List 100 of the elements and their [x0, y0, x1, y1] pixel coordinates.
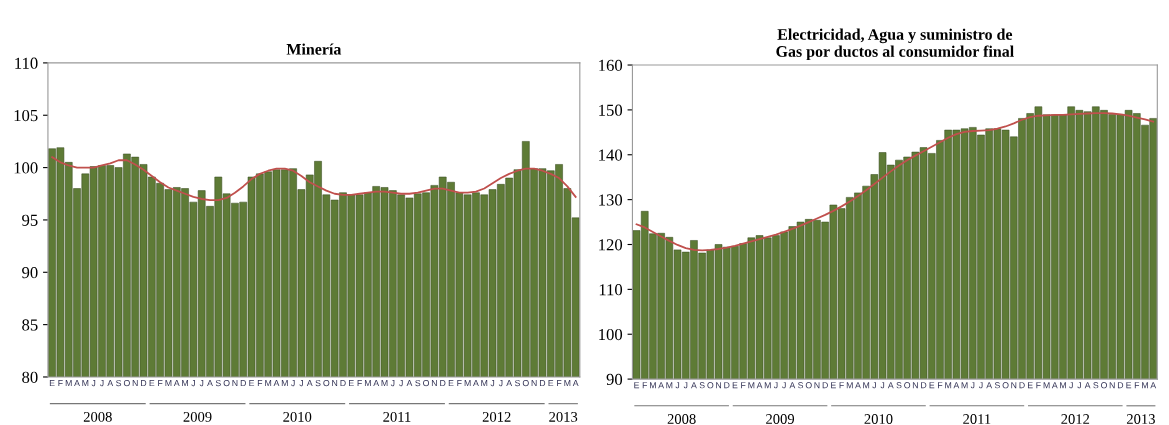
- x-tick-label: D: [141, 380, 147, 387]
- x-tick-label: M: [1060, 382, 1066, 389]
- x-tick-label: D: [724, 382, 730, 389]
- x-tick-label: E: [548, 380, 554, 387]
- x-tick-label: F: [557, 380, 562, 387]
- x-tick-label: A: [406, 380, 413, 387]
- x-tick-label: S: [896, 382, 902, 389]
- x-tick-label: J: [683, 382, 688, 389]
- x-tick-label: D: [1117, 382, 1124, 389]
- x-tick-label: M: [1043, 382, 1050, 389]
- x-tick-label: J: [199, 380, 204, 387]
- x-tick-label: A: [373, 380, 380, 387]
- x-tick-label: S: [116, 379, 122, 387]
- x-tick-label: J: [498, 380, 503, 387]
- y-tick-label: 90: [606, 373, 623, 386]
- x-tick-label: A: [658, 382, 665, 389]
- chart-title: Electricidad, Agua y suministro de Gas por ductos al consumidor final: [776, 28, 1014, 61]
- x-tick-label: J: [399, 380, 403, 387]
- x-tick-label: M: [1142, 382, 1148, 389]
- x-tick-label: F: [839, 382, 844, 389]
- x-tick-label: O: [1002, 382, 1009, 389]
- y-tick-label: 110: [599, 284, 623, 296]
- x-tick-label: J: [99, 380, 104, 387]
- x-tick-label: O: [323, 379, 330, 387]
- x-tick-label: S: [699, 382, 705, 389]
- x-tick-label: N: [716, 382, 721, 389]
- x-tick-label: J: [91, 380, 96, 387]
- x-tick-label: M: [945, 382, 952, 389]
- x-tick-label: D: [822, 382, 828, 389]
- x-tick-label: M: [464, 380, 471, 387]
- x-tick-label: E: [49, 380, 55, 387]
- x-tick-label: D: [340, 380, 346, 387]
- x-tick-label: M: [666, 382, 673, 389]
- text: 2010: [864, 414, 893, 424]
- x-tick-label: O: [904, 382, 911, 389]
- y-tick-label: 90: [22, 266, 38, 279]
- y-tick-label: 105: [14, 109, 38, 122]
- x-tick-label: S: [315, 379, 321, 387]
- y-tick-label: 85: [22, 319, 38, 331]
- x-tick-label: E: [448, 380, 454, 387]
- x-tick-label: N: [332, 380, 338, 387]
- x-tick-label: F: [938, 382, 943, 389]
- x-tick-label: S: [1093, 382, 1099, 389]
- x-tick-label: E: [831, 382, 836, 389]
- x-tick-label: J: [970, 382, 975, 389]
- x-tick-label: N: [132, 380, 138, 387]
- x-tick-label: F: [1134, 382, 1140, 389]
- x-tick-label: O: [123, 379, 130, 387]
- x-tick-label: A: [1150, 382, 1157, 389]
- x-tick-label: F: [741, 382, 746, 389]
- y-tick-label: 95: [22, 214, 38, 226]
- x-tick-label: N: [531, 380, 537, 387]
- x-tick-label: D: [1019, 382, 1025, 389]
- x-tick-label: A: [986, 382, 993, 389]
- x-tick-label: M: [265, 380, 272, 387]
- x-tick-label: M: [364, 380, 371, 387]
- x-tick-label: M: [748, 382, 755, 389]
- x-tick-label: A: [473, 380, 479, 387]
- x-tick-label: D: [921, 382, 927, 389]
- text: 2012: [1061, 414, 1090, 424]
- x-tick-label: O: [522, 379, 529, 387]
- x-tick-label: J: [1069, 382, 1073, 389]
- x-tick-label: D: [240, 380, 246, 387]
- x-tick-label: M: [764, 382, 771, 389]
- x-tick-label: M: [863, 382, 870, 389]
- text: 2008: [667, 414, 696, 424]
- x-tick-label: M: [65, 380, 72, 387]
- x-tick-label: A: [887, 382, 894, 389]
- x-tick-label: S: [798, 382, 804, 389]
- x-tick-label: E: [249, 380, 255, 387]
- text: 2013: [549, 411, 578, 422]
- chart-title: Minería: [286, 43, 342, 55]
- y-tick-label: 100: [14, 162, 38, 174]
- x-tick-label: J: [299, 380, 303, 387]
- y-tick-label: 110: [15, 57, 38, 69]
- x-tick-label: A: [1084, 382, 1091, 389]
- x-tick-label: N: [431, 380, 437, 387]
- x-tick-label: M: [281, 380, 288, 387]
- text: 2010: [283, 411, 312, 422]
- line-series: [51, 156, 577, 201]
- x-tick-label: N: [1011, 382, 1017, 389]
- x-tick-label: O: [223, 379, 230, 387]
- x-tick-label: A: [306, 380, 313, 387]
- x-tick-label: M: [165, 380, 172, 387]
- x-tick-label: J: [773, 382, 778, 389]
- x-tick-label: M: [564, 380, 571, 387]
- x-tick-label: J: [291, 380, 295, 387]
- line-series: [635, 112, 1155, 252]
- text: 2012: [482, 411, 511, 422]
- x-tick-label: A: [691, 382, 697, 389]
- text: 2013: [1126, 414, 1155, 424]
- x-tick-label: J: [782, 382, 786, 389]
- x-tick-label: M: [481, 380, 488, 387]
- x-tick-label: M: [650, 382, 656, 389]
- x-tick-label: O: [423, 379, 430, 387]
- x-tick-label: D: [539, 380, 546, 387]
- text: 2009: [766, 414, 795, 424]
- x-tick-label: A: [207, 380, 213, 387]
- x-tick-label: A: [572, 380, 579, 387]
- x-tick-label: O: [1101, 382, 1107, 389]
